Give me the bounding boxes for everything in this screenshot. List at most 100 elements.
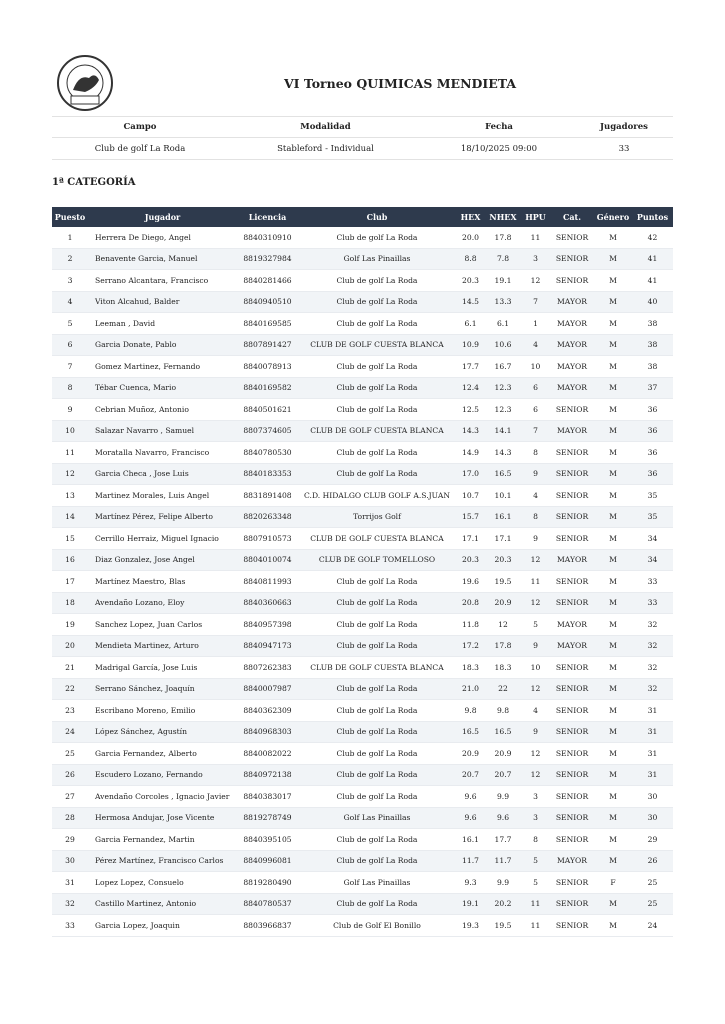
table-cell: Moratalla Navarro, Francisco xyxy=(95,447,210,457)
table-row: 33 Garcia Lopez, Joaquin 8803966837 Club de… xyxy=(52,915,673,937)
table-cell: Garcia Checa , Jose Luis xyxy=(95,469,189,479)
table-cell: 6.1 xyxy=(496,318,510,328)
table-cell: 8840811993 xyxy=(243,576,292,586)
table-cell: Club de golf La Roda xyxy=(336,641,418,651)
table-cell: 3 xyxy=(67,275,73,285)
table-cell: M xyxy=(609,598,617,608)
table-cell: 16.5 xyxy=(462,727,479,737)
header-row: Puesto Jugador Licencia Club HEX NHEX HPU Cat. G… xyxy=(52,207,673,227)
table-cell: Club de Golf El Bonillo xyxy=(333,920,421,930)
table-cell: SENIOR xyxy=(555,598,589,608)
table-cell: 11 xyxy=(65,447,75,457)
table-cell: 8840082022 xyxy=(243,748,292,758)
table-cell: 10.9 xyxy=(462,340,479,350)
table-row: 3 Serrano Alcantara, Francisco 8840281466 C… xyxy=(52,270,673,292)
table-row: 26 Escudero Lozano, Fernando 8840972138 Clu… xyxy=(52,764,673,786)
table-cell: 22 xyxy=(65,684,75,694)
table-cell: 17.1 xyxy=(494,533,512,543)
table-row: 8 Tébar Cuenca, Mario 8840169582 Club de go… xyxy=(52,377,673,399)
table-cell: 20.8 xyxy=(462,598,479,608)
table-cell: 32 xyxy=(647,641,658,651)
table-cell: 6 xyxy=(67,340,73,350)
table-cell: Leeman , David xyxy=(95,318,156,328)
table-cell: 8840957398 xyxy=(243,619,292,629)
table-cell: CLUB DE GOLF TOMELLOSO xyxy=(318,555,436,565)
table-cell: 20.9 xyxy=(462,748,479,758)
info-value: 18/10/2025 09:00 xyxy=(460,143,538,154)
table-cell: 38 xyxy=(647,361,658,371)
table-cell: MAYOR xyxy=(557,555,587,565)
table-cell: 7 xyxy=(533,426,538,436)
table-cell: 8840996081 xyxy=(243,856,292,866)
table-cell: 8 xyxy=(533,834,538,844)
table-cell: M xyxy=(609,318,617,328)
column-header: Puntos xyxy=(636,212,669,222)
table-cell: 30 xyxy=(647,791,658,801)
table-cell: 12 xyxy=(530,770,541,780)
table-cell: M xyxy=(609,727,617,737)
table-cell: Herrera De Diego, Angel xyxy=(95,232,191,242)
table-cell: 8840780537 xyxy=(243,899,292,909)
table-cell: 29 xyxy=(647,834,658,844)
table-cell: 13.3 xyxy=(494,297,512,307)
table-cell: 20.3 xyxy=(494,555,512,565)
table-cell: 9.8 xyxy=(496,705,510,715)
table-cell: 32 xyxy=(647,619,658,629)
table-cell: 19.5 xyxy=(494,920,512,930)
title: VI Torneo QUIMICAS MENDIETA xyxy=(283,76,517,91)
table-cell: 16.5 xyxy=(494,727,512,737)
table-cell: SENIOR xyxy=(555,705,589,715)
table-cell: 20.7 xyxy=(494,770,512,780)
table-cell: 25 xyxy=(647,877,658,887)
table-cell: Club de golf La Roda xyxy=(336,469,418,479)
info-header: Jugadores xyxy=(600,122,648,132)
table-row: 22 Serrano Sánchez, Joaquín 8840007987 Club… xyxy=(52,678,673,700)
table-cell: Club de golf La Roda xyxy=(336,404,418,414)
table-cell: 26 xyxy=(647,856,658,866)
table-cell: 16.1 xyxy=(494,512,512,522)
table-cell: 11 xyxy=(530,576,541,586)
table-cell: M xyxy=(609,834,617,844)
table-cell: 10.6 xyxy=(494,340,512,350)
table-cell: 12.4 xyxy=(462,383,479,393)
info-header: Modalidad xyxy=(300,122,351,132)
table-cell: 35 xyxy=(647,512,658,522)
table-cell: 26 xyxy=(65,770,75,780)
table-cell: 10.7 xyxy=(462,490,479,500)
table-cell: Club de golf La Roda xyxy=(336,619,418,629)
table-cell: 18.3 xyxy=(494,662,512,672)
table-cell: 9.6 xyxy=(464,791,477,801)
table-cell: 8831891408 xyxy=(243,490,292,500)
table-cell: 9 xyxy=(533,727,538,737)
table-cell: 12.5 xyxy=(462,404,479,414)
table-cell: 24 xyxy=(647,920,658,930)
table-cell: Club de golf La Roda xyxy=(336,576,418,586)
table-cell: 8840169585 xyxy=(243,318,292,328)
table-cell: 31 xyxy=(647,727,658,737)
table-cell: M xyxy=(609,662,617,672)
table-cell: Garcia Fernandez, Martin xyxy=(95,834,195,844)
table-row: 13 Martinez Morales, Luis Angel 8831891408… xyxy=(52,485,673,507)
table-cell: M xyxy=(609,899,617,909)
table-cell: 42 xyxy=(647,232,658,242)
table-cell: 8840947173 xyxy=(243,641,292,651)
table-cell: Club de golf La Roda xyxy=(336,447,418,457)
table-cell: 37 xyxy=(647,383,658,393)
table-cell: 9.8 xyxy=(464,705,477,715)
table-row: 19 Sanchez Lopez, Juan Carlos 8840957398 Cl… xyxy=(52,614,673,636)
table-cell: 8819280490 xyxy=(243,877,292,887)
table-cell: 19.5 xyxy=(494,576,512,586)
table-cell: M xyxy=(609,469,617,479)
table-cell: 11.8 xyxy=(462,619,479,629)
table-cell: 8820263348 xyxy=(243,512,292,522)
table-cell: SENIOR xyxy=(555,469,589,479)
table-cell: SENIOR xyxy=(555,727,589,737)
table-cell: 28 xyxy=(65,813,75,823)
table-cell: 16 xyxy=(65,555,75,565)
table-cell: 1 xyxy=(67,232,73,242)
table-cell: 7.8 xyxy=(496,254,510,264)
table-cell: 9 xyxy=(67,404,73,414)
table-cell: Club de golf La Roda xyxy=(336,727,418,737)
table-cell: SENIOR xyxy=(555,404,589,414)
table-cell: 16.1 xyxy=(462,834,479,844)
